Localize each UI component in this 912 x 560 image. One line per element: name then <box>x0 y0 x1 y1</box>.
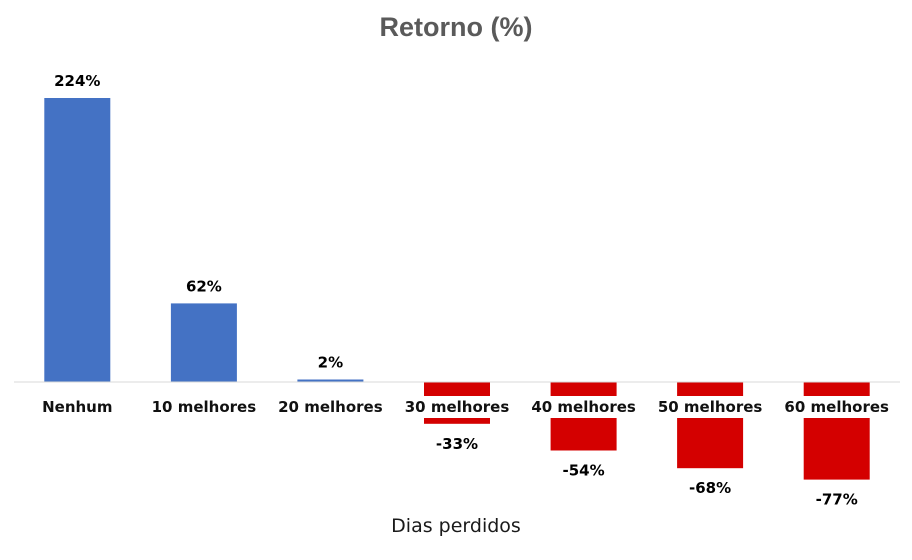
category-label-1: 10 melhores <box>147 396 261 418</box>
category-label-bg-0 <box>38 396 117 418</box>
labels-group: Nenhum 224% 10 melhores 62% 20 melhores 2% 30 … <box>38 72 893 509</box>
value-label-0: 224% <box>54 72 100 90</box>
category-label-bg-5 <box>653 396 767 418</box>
category-label-bg-6 <box>780 396 893 418</box>
category-label-bg-4 <box>527 396 640 418</box>
bars-group <box>44 98 870 480</box>
category-label-2: 20 melhores <box>274 396 387 418</box>
value-label-1: 62% <box>186 277 222 295</box>
category-text-4: 40 melhores <box>531 398 636 416</box>
category-text-0: Nenhum <box>42 398 112 416</box>
category-label-bg-2 <box>274 396 387 418</box>
category-label-3: 30 melhores <box>400 396 514 418</box>
category-label-bg-3 <box>400 396 514 418</box>
bar-0 <box>44 98 111 382</box>
category-label-6: 60 melhores <box>780 396 893 418</box>
category-label-0: Nenhum <box>38 396 117 418</box>
category-label-4: 40 melhores <box>527 396 640 418</box>
x-axis-label: Dias perdidos <box>391 515 521 537</box>
category-text-2: 20 melhores <box>278 398 383 416</box>
category-label-bg-1 <box>147 396 261 418</box>
category-text-6: 60 melhores <box>784 398 889 416</box>
value-label-2: 2% <box>318 354 343 372</box>
value-label-6: -77% <box>816 491 858 509</box>
value-label-4: -54% <box>563 462 605 480</box>
chart-title: Retorno (%) <box>380 12 533 42</box>
value-label-3: -33% <box>436 435 478 453</box>
bar-1 <box>170 303 237 382</box>
category-text-3: 30 melhores <box>405 398 510 416</box>
category-text-5: 50 melhores <box>658 398 763 416</box>
category-label-5: 50 melhores <box>653 396 767 418</box>
bar-5 <box>677 382 744 469</box>
category-text-1: 10 melhores <box>152 398 257 416</box>
value-label-5: -68% <box>689 479 731 497</box>
bar-2 <box>297 379 364 382</box>
